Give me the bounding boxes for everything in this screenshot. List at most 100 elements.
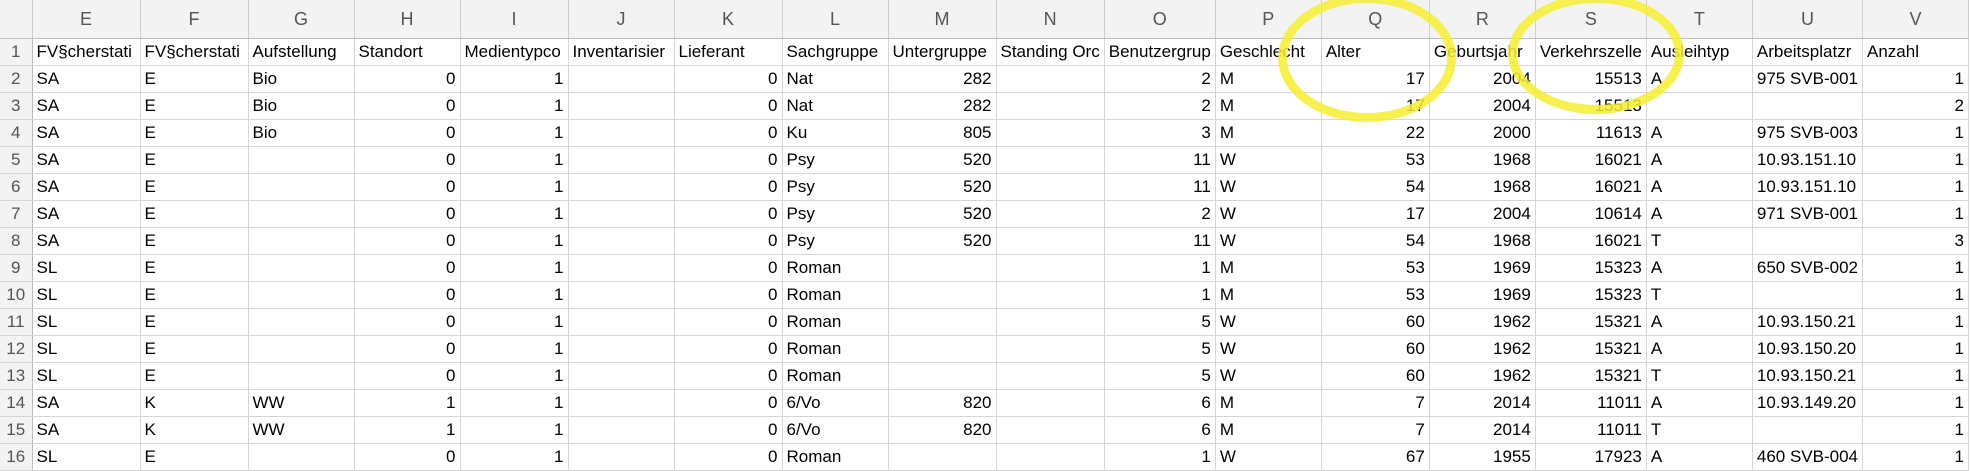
cell-s9[interactable]: 15323 <box>1535 254 1647 282</box>
cell-j4[interactable] <box>568 119 675 147</box>
cell-t5[interactable]: A <box>1646 146 1753 174</box>
cell-t15[interactable]: T <box>1646 416 1753 444</box>
cell-f9[interactable]: E <box>140 254 249 282</box>
cell-q12[interactable]: 60 <box>1321 335 1430 363</box>
cell-v13[interactable]: 1 <box>1862 362 1970 390</box>
cell-l12[interactable]: Roman <box>782 335 889 363</box>
cell-p14[interactable]: M <box>1215 389 1322 417</box>
cell-m6[interactable]: 520 <box>888 173 997 201</box>
cell-i8[interactable]: 1 <box>460 227 569 255</box>
cell-v3[interactable]: 2 <box>1862 92 1970 120</box>
cell-r6[interactable]: 1968 <box>1429 173 1536 201</box>
cell-o13[interactable]: 5 <box>1104 362 1216 390</box>
cell-l5[interactable]: Psy <box>782 146 889 174</box>
cell-o6[interactable]: 11 <box>1104 173 1216 201</box>
cell-m13[interactable] <box>888 362 997 390</box>
cell-g1[interactable]: Aufstellung <box>248 38 355 66</box>
cell-g6[interactable] <box>248 173 355 201</box>
cell-q5[interactable]: 53 <box>1321 146 1430 174</box>
cell-k7[interactable]: 0 <box>674 200 783 228</box>
cell-v1[interactable]: Anzahl <box>1862 38 1970 66</box>
cell-l14[interactable]: 6/Vo <box>782 389 889 417</box>
cell-e10[interactable]: SL <box>32 281 141 309</box>
cell-s13[interactable]: 15321 <box>1535 362 1647 390</box>
cell-q16[interactable]: 67 <box>1321 443 1430 471</box>
cell-l11[interactable]: Roman <box>782 308 889 336</box>
cell-u10[interactable] <box>1752 281 1864 309</box>
cell-r1[interactable]: Geburtsjahr <box>1429 38 1536 66</box>
cell-v9[interactable]: 1 <box>1862 254 1970 282</box>
cell-u7[interactable]: 971 SVB-001 <box>1752 200 1864 228</box>
cell-s6[interactable]: 16021 <box>1535 173 1647 201</box>
cell-s4[interactable]: 11613 <box>1535 119 1647 147</box>
cell-h2[interactable]: 0 <box>354 65 461 93</box>
cell-p3[interactable]: M <box>1215 92 1322 120</box>
cell-e1[interactable]: FV§cherstati <box>32 38 141 66</box>
cell-j1[interactable]: Inventarisier <box>568 38 675 66</box>
cell-q13[interactable]: 60 <box>1321 362 1430 390</box>
cell-o2[interactable]: 2 <box>1104 65 1216 93</box>
cell-e3[interactable]: SA <box>32 92 141 120</box>
cell-u5[interactable]: 10.93.151.10 <box>1752 146 1864 174</box>
cell-i2[interactable]: 1 <box>460 65 569 93</box>
cell-g5[interactable] <box>248 146 355 174</box>
cell-p11[interactable]: W <box>1215 308 1322 336</box>
cell-m7[interactable]: 520 <box>888 200 997 228</box>
cell-n16[interactable] <box>996 443 1105 471</box>
cell-s11[interactable]: 15321 <box>1535 308 1647 336</box>
cell-s5[interactable]: 16021 <box>1535 146 1647 174</box>
cell-t12[interactable]: A <box>1646 335 1753 363</box>
cell-v6[interactable]: 1 <box>1862 173 1970 201</box>
cell-o12[interactable]: 5 <box>1104 335 1216 363</box>
cell-h8[interactable]: 0 <box>354 227 461 255</box>
cell-e5[interactable]: SA <box>32 146 141 174</box>
cell-m1[interactable]: Untergruppe <box>888 38 997 66</box>
cell-n9[interactable] <box>996 254 1105 282</box>
cell-f1[interactable]: FV§cherstati <box>140 38 249 66</box>
cell-e16[interactable]: SL <box>32 443 141 471</box>
cell-u4[interactable]: 975 SVB-003 <box>1752 119 1864 147</box>
cell-j3[interactable] <box>568 92 675 120</box>
cell-g12[interactable] <box>248 335 355 363</box>
column-header-v[interactable]: V <box>1862 0 1970 39</box>
cell-l4[interactable]: Ku <box>782 119 889 147</box>
cell-f5[interactable]: E <box>140 146 249 174</box>
cell-f8[interactable]: E <box>140 227 249 255</box>
cell-t7[interactable]: A <box>1646 200 1753 228</box>
cell-h6[interactable]: 0 <box>354 173 461 201</box>
row-header[interactable]: 1 <box>0 38 33 66</box>
cell-p16[interactable]: W <box>1215 443 1322 471</box>
cell-u3[interactable] <box>1752 92 1864 120</box>
row-header[interactable]: 7 <box>0 200 33 228</box>
cell-q2[interactable]: 17 <box>1321 65 1430 93</box>
cell-q9[interactable]: 53 <box>1321 254 1430 282</box>
cell-l9[interactable]: Roman <box>782 254 889 282</box>
cell-r15[interactable]: 2014 <box>1429 416 1536 444</box>
cell-o1[interactable]: Benutzergrup <box>1104 38 1216 66</box>
cell-r3[interactable]: 2004 <box>1429 92 1536 120</box>
cell-i16[interactable]: 1 <box>460 443 569 471</box>
cell-s2[interactable]: 15513 <box>1535 65 1647 93</box>
cell-i13[interactable]: 1 <box>460 362 569 390</box>
cell-t13[interactable]: T <box>1646 362 1753 390</box>
cell-n13[interactable] <box>996 362 1105 390</box>
cell-f16[interactable]: E <box>140 443 249 471</box>
cell-g9[interactable] <box>248 254 355 282</box>
cell-m3[interactable]: 282 <box>888 92 997 120</box>
cell-k8[interactable]: 0 <box>674 227 783 255</box>
cell-r13[interactable]: 1962 <box>1429 362 1536 390</box>
row-header[interactable]: 2 <box>0 65 33 93</box>
cell-v11[interactable]: 1 <box>1862 308 1970 336</box>
cell-g4[interactable]: Bio <box>248 119 355 147</box>
cell-j13[interactable] <box>568 362 675 390</box>
cell-l15[interactable]: 6/Vo <box>782 416 889 444</box>
cell-h13[interactable]: 0 <box>354 362 461 390</box>
cell-f13[interactable]: E <box>140 362 249 390</box>
cell-h12[interactable]: 0 <box>354 335 461 363</box>
cell-q11[interactable]: 60 <box>1321 308 1430 336</box>
cell-f3[interactable]: E <box>140 92 249 120</box>
cell-g7[interactable] <box>248 200 355 228</box>
cell-v16[interactable]: 1 <box>1862 443 1970 471</box>
cell-o11[interactable]: 5 <box>1104 308 1216 336</box>
cell-g15[interactable]: WW <box>248 416 355 444</box>
